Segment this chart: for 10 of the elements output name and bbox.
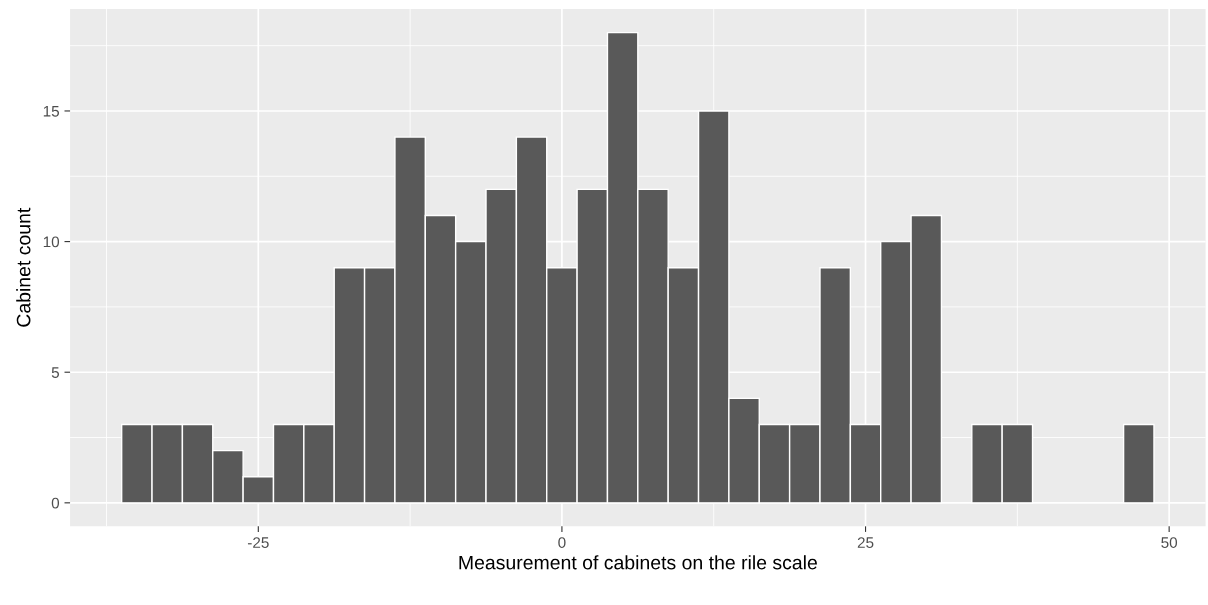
y-tick-label: 10 [43, 236, 60, 248]
y-tick-label: 15 [43, 105, 60, 117]
x-axis-title: Measurement of cabinets on the rile scale [459, 555, 817, 570]
x-tick-label: 0 [558, 537, 566, 548]
x-tick-label: 25 [857, 537, 874, 548]
x-tick-label: 50 [1161, 537, 1178, 548]
y-tick-label: 0 [51, 497, 60, 509]
y-tick-label: 5 [51, 367, 60, 378]
x-tick-label: -25 [247, 537, 269, 548]
y-axis-title: Cabinet count [16, 207, 31, 327]
